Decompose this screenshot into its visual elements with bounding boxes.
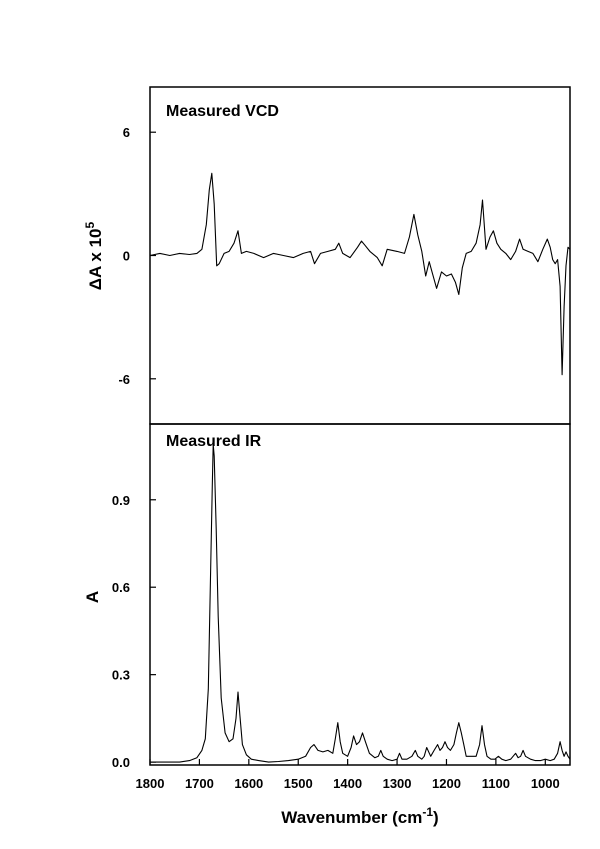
- vcd-y-tick-label: -6: [118, 372, 130, 387]
- ir-plot-frame: [149, 423, 571, 766]
- vcd-y-axis-title: ΔA x 105: [83, 222, 105, 291]
- ir-y-axis-title: A: [83, 591, 102, 603]
- vcd-panel-title: Measured VCD: [166, 103, 279, 120]
- ir-panel-title: Measured IR: [166, 433, 262, 450]
- x-axis-title-text: Wavenumber (cm: [281, 808, 422, 827]
- vcd-y-axis-title-exponent: 5: [83, 222, 97, 229]
- x-tick-label: 1100: [482, 776, 510, 791]
- ir-x-ticks: 1800 1700 1600 1500 1400 1300 1200 1100 1000: [136, 759, 560, 791]
- ir-y-tick-label: 0.9: [112, 493, 130, 508]
- ir-series-line: [150, 443, 571, 763]
- x-tick-label: 1600: [234, 776, 263, 791]
- x-tick-label: 1500: [284, 776, 313, 791]
- ir-y-tick-label: 0.3: [112, 668, 130, 683]
- x-axis-title: Wavenumber (cm-1): [281, 805, 438, 827]
- vcd-y-axis-title-text: ΔA x 10: [86, 229, 105, 291]
- x-tick-label: 1300: [383, 776, 412, 791]
- vcd-series-line: [149, 172, 571, 376]
- x-tick-label: 1000: [531, 776, 560, 791]
- x-axis-title-suffix: ): [433, 808, 439, 827]
- x-axis-title-exponent: -1: [422, 805, 433, 819]
- x-tick-label: 1200: [432, 776, 461, 791]
- vcd-y-ticks: 6 0 -6: [118, 125, 156, 387]
- ir-y-tick-label: 0.0: [112, 755, 130, 770]
- vcd-panel: Measured VCD 6 0 -6 ΔA x 105: [83, 86, 571, 425]
- x-tick-label: 1800: [136, 776, 165, 791]
- ir-y-tick-label: 0.6: [112, 580, 130, 595]
- vcd-y-tick-label: 6: [123, 125, 130, 140]
- vcd-y-tick-label: 0: [123, 249, 130, 264]
- x-tick-label: 1400: [333, 776, 362, 791]
- ir-panel: Measured IR 0.0 0.3 0.6 0.9 1800 1700 1600 150…: [83, 423, 571, 827]
- x-tick-label: 1700: [185, 776, 214, 791]
- ir-y-ticks: 0.0 0.3 0.6 0.9: [112, 493, 156, 770]
